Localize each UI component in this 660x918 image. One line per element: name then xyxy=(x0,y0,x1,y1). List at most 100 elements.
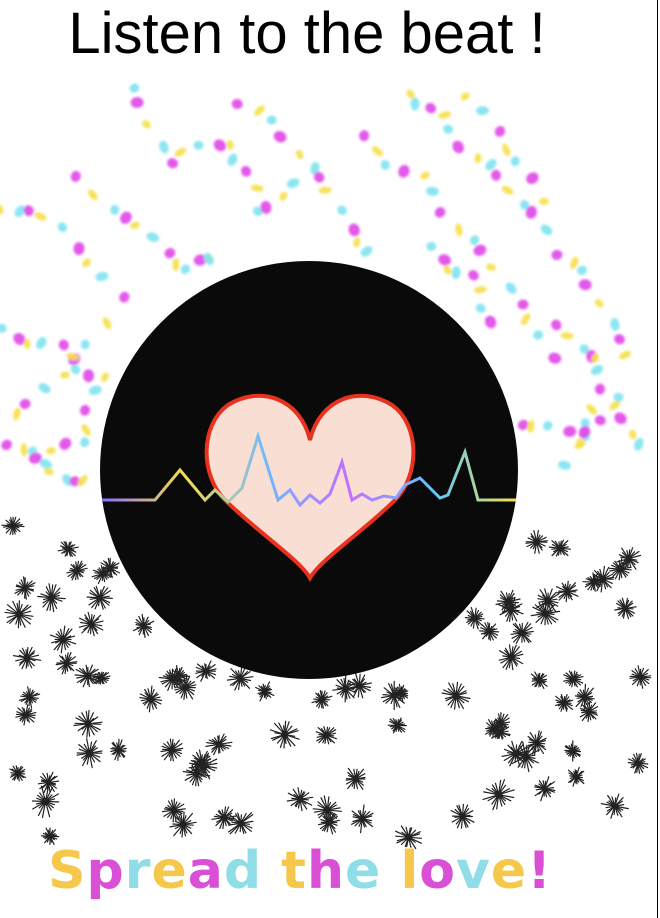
sparkle xyxy=(76,738,103,769)
confetti-dot xyxy=(591,353,599,363)
confetti-dot xyxy=(443,124,454,134)
confetti-dot xyxy=(164,248,176,259)
sparkle xyxy=(37,771,60,794)
sparkle xyxy=(139,685,163,713)
confetti-dot xyxy=(475,106,489,116)
confetti-dot xyxy=(425,102,437,114)
confetti-dot xyxy=(577,265,587,275)
sparkle xyxy=(169,811,197,838)
confetti-dot xyxy=(227,153,238,166)
confetti-dot xyxy=(590,364,604,376)
sparkle xyxy=(525,529,548,554)
confetti-dot xyxy=(578,425,591,439)
confetti-dot xyxy=(468,270,479,281)
sparkle xyxy=(9,765,27,782)
confetti-dot xyxy=(551,319,562,331)
confetti-dot xyxy=(619,350,632,360)
sparkle xyxy=(161,798,186,823)
sparkle xyxy=(555,580,579,603)
confetti-dot xyxy=(23,205,34,217)
sparkle xyxy=(381,680,408,711)
confetti-dot xyxy=(594,298,604,308)
sparkle xyxy=(534,776,556,802)
confetti-dot xyxy=(579,344,590,354)
confetti-dot xyxy=(34,212,47,221)
confetti-dot xyxy=(474,286,487,294)
sparkle xyxy=(269,720,300,749)
confetti-dot xyxy=(563,425,577,437)
confetti-dot xyxy=(120,211,132,224)
confetti-dot xyxy=(580,418,590,429)
confetti-dot xyxy=(570,256,579,269)
sparkle xyxy=(441,681,471,710)
sparkle xyxy=(205,733,233,756)
confetti-dot xyxy=(510,156,520,167)
confetti-dot xyxy=(634,437,644,451)
confetti-dot xyxy=(70,364,81,375)
sparkle xyxy=(228,812,254,835)
confetti-dot xyxy=(609,400,621,411)
sparkle xyxy=(548,539,572,557)
confetti-dot xyxy=(594,383,606,395)
confetti-dot xyxy=(23,339,31,349)
confetti-dot xyxy=(438,254,451,266)
confetti-dot xyxy=(193,254,207,266)
sparkle xyxy=(489,725,511,740)
sparkle xyxy=(1,516,25,536)
confetti-dot xyxy=(521,313,531,325)
confetti-dot xyxy=(38,383,51,394)
confetti-dot xyxy=(560,332,574,340)
sparkle xyxy=(530,601,561,626)
confetti-dot xyxy=(485,159,497,171)
confetti-dot xyxy=(295,149,304,160)
confetti-dot xyxy=(318,186,332,194)
confetti-dot xyxy=(359,130,370,142)
confetti-dot xyxy=(475,303,486,313)
confetti-dot xyxy=(82,258,91,268)
confetti-dot xyxy=(250,184,264,192)
right-border-line xyxy=(657,0,658,918)
tagline-text: Spread the love! xyxy=(48,841,552,901)
confetti-dot xyxy=(460,92,470,101)
sparkle xyxy=(567,766,585,787)
confetti-dot xyxy=(629,429,637,440)
confetti-dot xyxy=(469,235,480,246)
confetti-dot xyxy=(110,204,120,215)
confetti-dot xyxy=(167,158,179,169)
confetti-dot xyxy=(371,146,383,157)
confetti-dot xyxy=(313,171,325,183)
confetti-dot xyxy=(180,264,191,274)
confetti-dot xyxy=(410,97,420,111)
confetti-dot xyxy=(613,392,624,402)
sparkle xyxy=(133,613,155,639)
sparkle xyxy=(614,597,637,620)
confetti-dot xyxy=(146,232,160,242)
sparkle xyxy=(629,665,652,689)
confetti-dot xyxy=(80,339,90,350)
confetti-dot xyxy=(87,189,98,201)
confetti-dot xyxy=(266,115,277,125)
confetti-dot xyxy=(73,242,85,256)
confetti-dot xyxy=(240,166,252,177)
confetti-dot xyxy=(543,420,553,431)
confetti-dots xyxy=(0,83,644,487)
poster-title: Listen to the beat ! xyxy=(68,1,546,66)
sparkle xyxy=(15,704,37,726)
sparkle xyxy=(311,689,333,709)
confetti-dot xyxy=(129,83,140,93)
confetti-dot xyxy=(213,139,226,152)
confetti-dot xyxy=(443,265,452,275)
sparkle xyxy=(510,621,534,644)
confetti-dot xyxy=(13,407,21,421)
confetti-dot xyxy=(610,318,620,331)
sparkle xyxy=(464,606,485,630)
sparkle xyxy=(351,804,374,834)
sparkle xyxy=(255,681,275,702)
sparkle xyxy=(346,672,372,699)
confetti-dot xyxy=(66,352,80,361)
confetti-dot xyxy=(95,271,109,282)
confetti-dot xyxy=(102,317,112,330)
confetti-dot xyxy=(420,171,430,180)
confetti-dot xyxy=(279,191,288,201)
confetti-dot xyxy=(58,339,69,351)
